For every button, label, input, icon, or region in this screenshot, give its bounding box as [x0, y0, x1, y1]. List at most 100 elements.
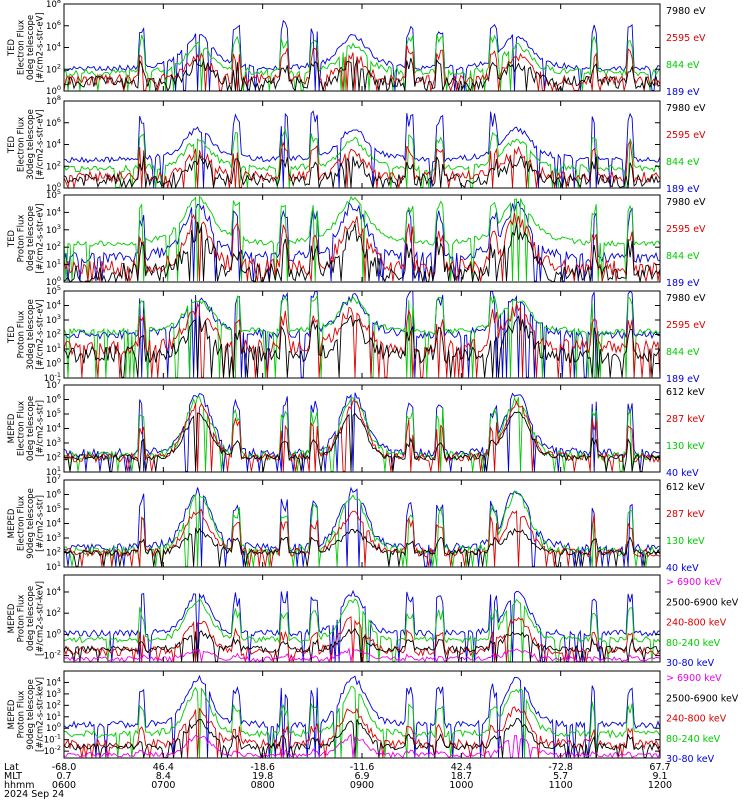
y-tick-label: 108	[46, 0, 61, 10]
y-tick-base: 10	[46, 678, 57, 688]
y-tick-base: 10	[46, 425, 57, 435]
y-tick-base: 10	[46, 65, 57, 75]
y-tick-base: 10	[46, 396, 57, 406]
x-tick-label: 0700	[151, 780, 175, 791]
y-tick-base: 10	[46, 287, 57, 297]
y-tick-exponent: 3	[57, 223, 61, 231]
series-trace-1	[63, 201, 661, 282]
y-tick-exponent: 3	[57, 531, 61, 539]
y-tick-base: 10	[44, 747, 55, 757]
legend-entry: 189 eV	[666, 278, 700, 289]
y-tick-exponent: 0	[57, 627, 61, 635]
series-trace-1	[63, 110, 661, 188]
x-row-label: Lat	[4, 762, 19, 773]
y-tick-label: 107	[46, 378, 61, 391]
y-axis-label-line: TED	[7, 229, 17, 248]
y-tick-label: 104	[46, 299, 61, 312]
x-tick-label: 42.4	[451, 762, 472, 773]
x-tick-label: 1100	[549, 780, 573, 791]
y-tick-exponent: 6	[57, 393, 61, 401]
y-tick-base: 10	[46, 302, 57, 312]
y-tick-base: 10	[46, 331, 57, 341]
y-tick-exponent: 0	[57, 721, 61, 729]
y-tick-label: 102	[46, 240, 61, 253]
x-tick-label: -18.6	[250, 762, 275, 773]
y-tick-exponent: 4	[57, 138, 61, 146]
y-axis-label-line: 0deg telescope	[26, 206, 36, 271]
y-tick-label: 103	[46, 687, 61, 700]
series-trace-3	[63, 615, 661, 664]
y-tick-base: 10	[44, 736, 55, 746]
y-tick-base: 10	[46, 184, 57, 194]
y-tick-label: 104	[46, 138, 61, 151]
y-tick-label: 10-2	[44, 649, 61, 662]
x-tick-label: 0900	[350, 780, 374, 791]
y-tick-label: 108	[46, 94, 61, 107]
y-axis-label-line: TED	[7, 325, 17, 344]
legend-entry: 7980 eV	[666, 197, 706, 208]
y-axis-label-line: MEPED	[7, 603, 17, 633]
series-trace-1	[63, 392, 660, 472]
y-tick-base: 10	[46, 609, 57, 619]
y-tick-label: 102	[46, 546, 61, 559]
series-trace-2	[63, 34, 661, 91]
y-tick-exponent: 1	[57, 560, 61, 568]
y-tick-label: 106	[46, 116, 61, 129]
y-axis-label-line: [#/cm2-s-str]	[36, 400, 46, 457]
y-axis-label-line: MEPED	[7, 508, 17, 538]
y-tick-base: 10	[46, 97, 57, 107]
y-tick-exponent: 5	[57, 502, 61, 510]
y-tick-label: 100	[46, 275, 61, 288]
y-tick-label: 107	[46, 473, 61, 486]
x-tick-label: 1200	[648, 780, 672, 791]
y-tick-label: 102	[46, 62, 61, 75]
series-trace-1	[63, 674, 661, 758]
x-row-label: hhmm	[4, 780, 35, 791]
y-axis-label-line: Electron Flux	[17, 496, 27, 551]
legend-entry: 844 eV	[666, 60, 700, 71]
y-tick-label: 106	[46, 393, 61, 406]
legend-entry: 2595 eV	[666, 130, 706, 141]
series-trace-2	[63, 294, 661, 378]
y-tick-label: 102	[46, 698, 61, 711]
y-tick-base: 10	[46, 630, 57, 640]
series-trace-1	[63, 589, 661, 662]
y-axis-label-line: Electron Flux	[17, 20, 27, 75]
legend-entry: 2500-6900 keV	[666, 597, 739, 608]
x-tick-label: 1000	[449, 780, 473, 791]
y-tick-base: 10	[46, 454, 57, 464]
y-tick-exponent: 7	[57, 473, 61, 481]
y-tick-exponent: -2	[55, 649, 61, 657]
y-tick-exponent: 0	[57, 84, 61, 92]
y-tick-base: 10	[46, 278, 57, 288]
y-tick-base: 10	[46, 690, 57, 700]
y-axis-label-line: 30deg telescope	[26, 299, 36, 370]
y-tick-base: 10	[46, 701, 57, 711]
y-tick-base: 10	[46, 0, 57, 10]
y-tick-exponent: 4	[57, 585, 61, 593]
y-tick-exponent: 1	[57, 710, 61, 718]
series-trace-4	[63, 627, 661, 662]
y-tick-exponent: -1	[55, 733, 61, 741]
y-axis-label-line: [#/cm2-s-str-eV]	[36, 109, 46, 179]
x-row-label: MLT	[4, 771, 22, 782]
x-axis-labels: Lat -68.0 46.4 -18.6 -11.6 42.4 -72.8 67.7 MLT 0.…	[4, 762, 672, 800]
y-tick-label: 101	[46, 342, 61, 355]
series-trace-3	[63, 212, 661, 282]
legend-entry: 130 keV	[666, 536, 705, 547]
y-tick-base: 10	[46, 549, 57, 559]
legend-entry: 7980 eV	[666, 293, 706, 304]
legend-entry: 40 keV	[666, 468, 699, 479]
series-trace-3	[63, 302, 661, 378]
y-tick-base: 10	[46, 87, 57, 97]
legend-entry: > 6900 keV	[666, 673, 722, 684]
y-axis-label-line: MEPED	[7, 413, 17, 443]
y-tick-label: 105	[46, 407, 61, 420]
y-axis-label-line: 90deg telescope	[26, 679, 36, 750]
y-tick-exponent: 1	[57, 258, 61, 266]
y-tick-exponent: 2	[57, 62, 61, 70]
y-tick-base: 10	[46, 534, 57, 544]
